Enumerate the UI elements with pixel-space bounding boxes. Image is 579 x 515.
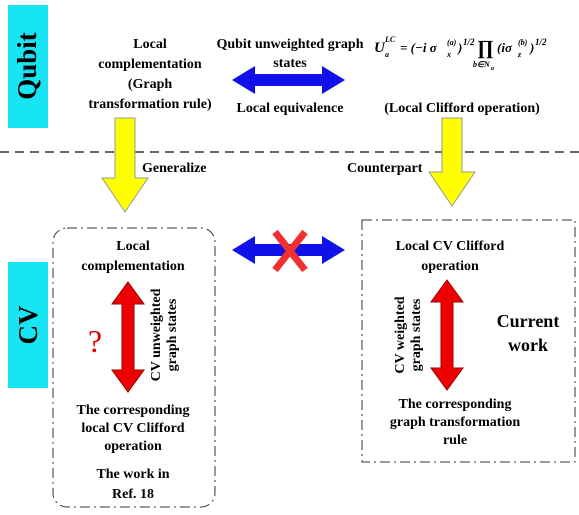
text: Qubit unweighted graph	[216, 37, 363, 52]
cv-box	[8, 262, 48, 388]
text: transformation rule)	[88, 97, 212, 112]
formula-part: a	[385, 50, 389, 59]
qubit-box	[8, 5, 48, 128]
text: (Local Clifford operation)	[384, 101, 540, 116]
text: CV weighted	[393, 296, 408, 373]
text: local CV Clifford	[81, 421, 184, 436]
text: Ref. 18	[112, 487, 154, 502]
text: operation	[421, 259, 479, 274]
text: states	[273, 56, 307, 71]
cv-label: CV	[13, 305, 43, 344]
formula-part: b∈N	[473, 60, 491, 69]
text: The work in	[96, 467, 169, 482]
formula-part: 1/2	[535, 37, 547, 47]
text: rule	[443, 433, 467, 448]
text: The corresponding	[77, 403, 190, 418]
cross	[272, 229, 308, 273]
text: graph states	[409, 298, 424, 371]
text: (Graph	[128, 77, 173, 92]
formula-part: a	[491, 66, 494, 72]
formula-part: z	[517, 50, 522, 59]
qubit-label: Qubit	[12, 32, 42, 100]
text: graph transformation	[390, 415, 520, 430]
text: operation	[104, 439, 162, 454]
text: Local equivalence	[237, 101, 344, 116]
text: Local CV Clifford	[396, 239, 505, 254]
formula-part: U	[374, 40, 386, 56]
text: CV unweighted	[149, 288, 164, 381]
formula-part: 1/2	[463, 37, 475, 47]
text: Counterpart	[347, 161, 423, 176]
text: Current	[497, 311, 560, 331]
text: graph states	[165, 298, 180, 371]
formula: U a LC = (−i σ x (a) ) 1/2 ∏ b∈N a (iσ z…	[374, 35, 547, 72]
left-box	[52, 227, 216, 508]
question: ?	[88, 323, 102, 359]
formula-part: (iσ	[497, 40, 513, 55]
text: complementation	[98, 57, 202, 72]
formula-part: x	[446, 50, 451, 59]
right-box	[361, 219, 576, 463]
text: The corresponding	[399, 397, 512, 412]
formula-part: (b)	[518, 38, 528, 47]
formula-part: = (−i σ	[400, 40, 438, 55]
red-arrow	[111, 281, 145, 393]
blue-arrow	[232, 66, 345, 94]
formula-part: )	[529, 40, 534, 55]
text: work	[508, 335, 548, 355]
formula-part: (a)	[447, 38, 457, 47]
formula-part: )	[457, 40, 462, 55]
formula-part: LC	[384, 35, 396, 44]
text: Local	[133, 37, 167, 52]
text: Local	[116, 239, 150, 254]
formula-part: ∏	[477, 37, 493, 59]
red-arrow	[430, 279, 464, 391]
yellow-arrow	[101, 117, 149, 213]
yellow-arrow	[428, 117, 476, 207]
text: complementation	[81, 259, 185, 274]
text: Generalize	[142, 161, 207, 176]
